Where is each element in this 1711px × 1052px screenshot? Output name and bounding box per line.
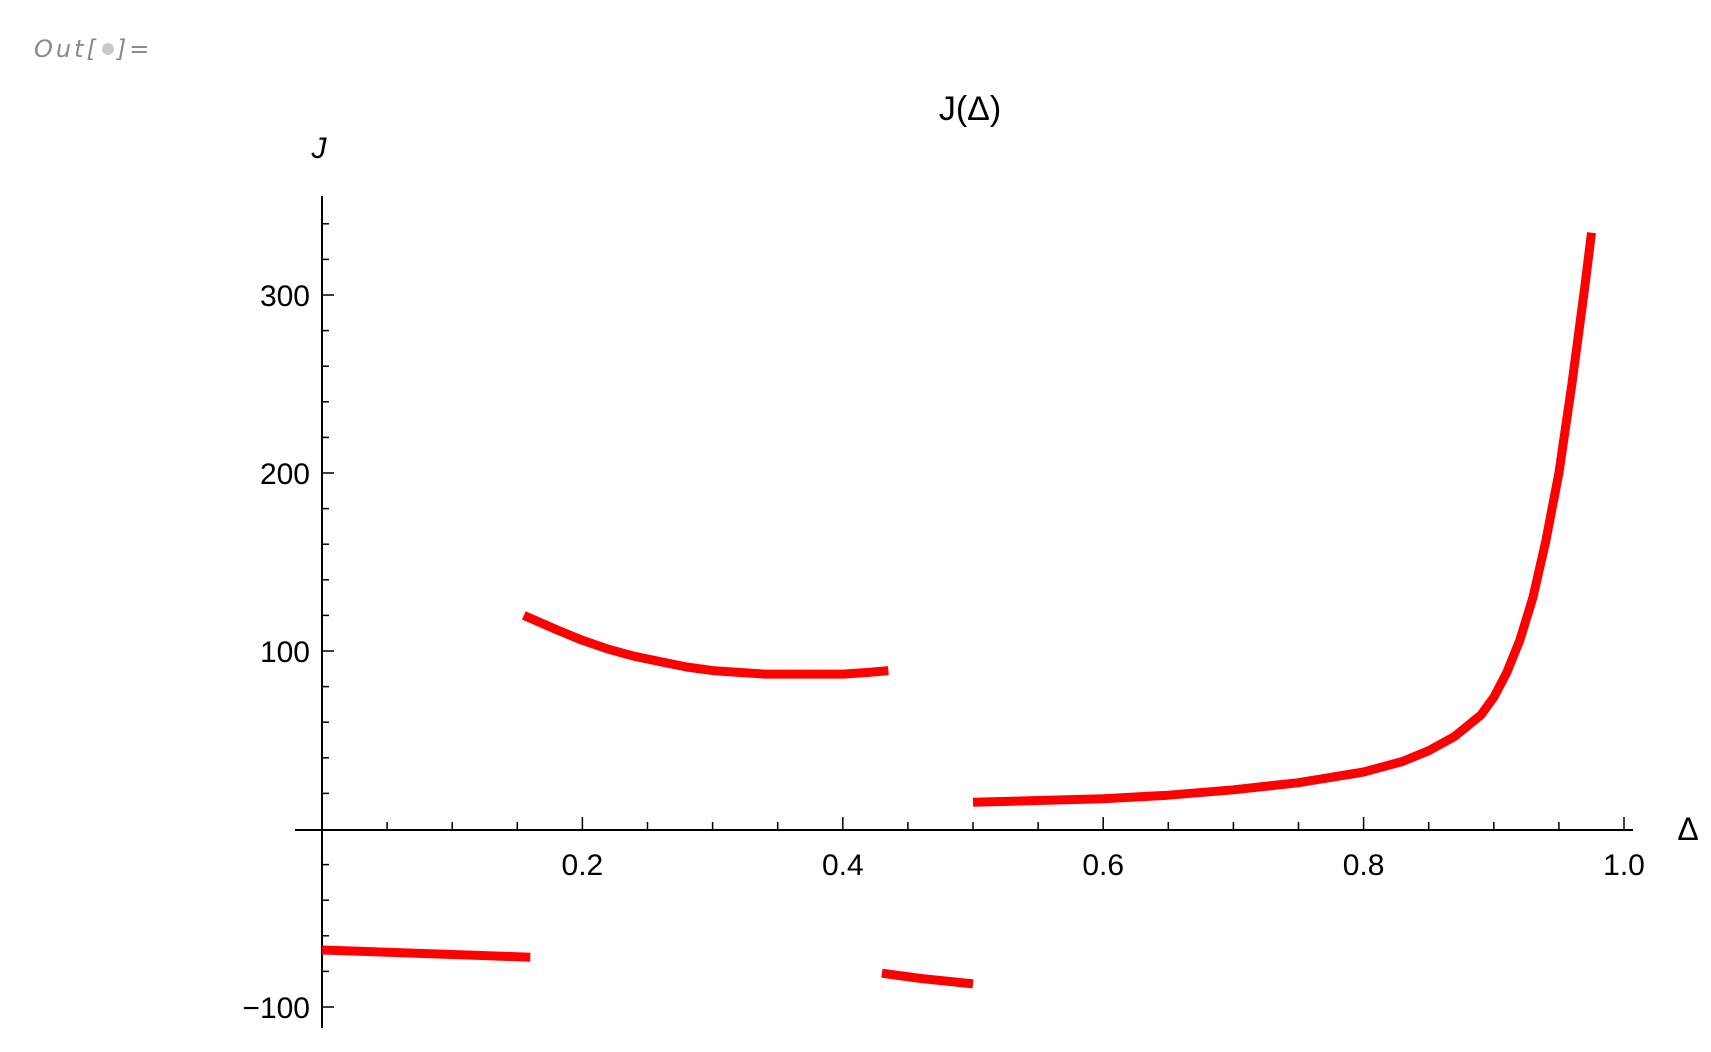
x-tick-label: 0.4	[822, 849, 864, 882]
plot-curves	[321, 232, 1596, 989]
axis-ticks	[322, 223, 1625, 1008]
curve-segment-2	[522, 611, 889, 679]
curve-segment-1	[321, 945, 531, 962]
x-tick-label: 0.6	[1082, 849, 1124, 882]
chart-title: J(Δ)	[939, 90, 1001, 128]
y-tick-label: 300	[260, 280, 310, 313]
axis-tick-labels: 0.2 0.4 0.6 0.8 1.0 −100 100 200 300	[242, 280, 1644, 1025]
x-tick-label: 1.0	[1603, 849, 1645, 882]
x-axis-label: Δ	[1677, 811, 1698, 847]
y-tick-label: 200	[260, 458, 310, 491]
cell-status-dot	[101, 43, 114, 55]
out-label-prefix: Out[	[34, 35, 99, 63]
out-label-suffix: ]=	[116, 35, 153, 63]
y-tick-label: 100	[260, 636, 310, 669]
curve-segment-3	[881, 968, 974, 989]
y-tick-label: −100	[242, 992, 310, 1025]
x-tick-label: 0.8	[1343, 849, 1385, 882]
output-cell-label: Out[ ]=	[34, 35, 152, 63]
y-axis-label: J	[311, 132, 328, 165]
x-tick-label: 0.2	[562, 849, 604, 882]
curve-segment-4	[972, 232, 1596, 807]
